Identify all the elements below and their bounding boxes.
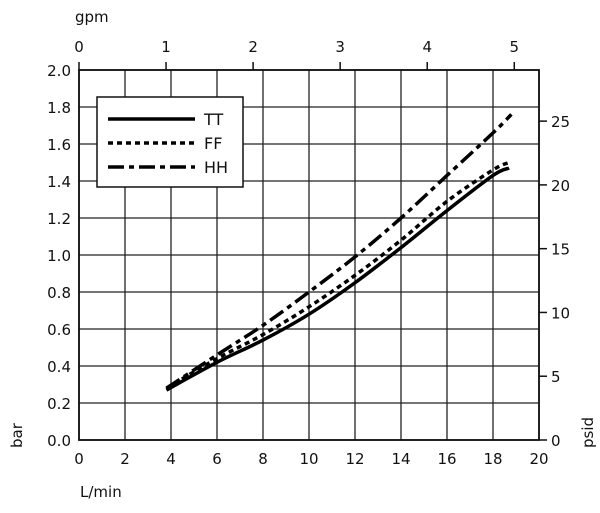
x2-tick-label: 1 (161, 38, 171, 56)
grid (78, 62, 547, 441)
y2-tick-label: 0 (551, 432, 561, 450)
series-lines (165, 113, 513, 392)
y-tick-label: 1.0 (47, 247, 71, 265)
series-line-tt (165, 166, 510, 392)
x-tick-label: 10 (299, 450, 318, 468)
x-tick-label: 20 (529, 450, 548, 468)
y-tick-label: 1.2 (47, 210, 71, 228)
y-tick-label: 1.4 (47, 173, 71, 191)
legend-label: FF (204, 134, 222, 153)
x-tick-label: 0 (74, 450, 84, 468)
x2-tick-label: 3 (335, 38, 345, 56)
y2-tick-label: 15 (551, 241, 570, 259)
x2-tick-label: 5 (510, 38, 520, 56)
y2-tick-label: 10 (551, 304, 570, 322)
series-line-hh (165, 113, 513, 390)
y2-tick-label: 20 (551, 177, 570, 195)
x-tick-label: 6 (212, 450, 222, 468)
y-tick-label: 0.2 (47, 395, 71, 413)
y-tick-label: 0.6 (47, 321, 71, 339)
series-line-ff (165, 160, 510, 390)
x-tick-label: 12 (345, 450, 364, 468)
y-tick-label: 2.0 (47, 62, 71, 80)
legend: TT FF HH (96, 96, 244, 188)
x-tick-label: 14 (391, 450, 410, 468)
tick-labels: 0 2 4 6 8 10 12 14 16 18 200.00.20.40.60.81.01.21.… (47, 38, 570, 468)
y-tick-label: 0.8 (47, 284, 71, 302)
y-tick-label: 1.6 (47, 136, 71, 154)
x-tick-label: 4 (166, 450, 176, 468)
x-tick-label: 2 (120, 450, 130, 468)
x-axis-label: L/min (80, 483, 122, 501)
y-axis-label: bar (8, 422, 26, 448)
y-tick-label: 0.4 (47, 358, 71, 376)
x-tick-label: 16 (437, 450, 456, 468)
x-tick-label: 8 (258, 450, 268, 468)
x2-tick-label: 0 (74, 38, 84, 56)
legend-label: TT (203, 110, 223, 129)
y2-axis-label: psid (579, 417, 597, 448)
x2-axis-label: gpm (75, 8, 109, 26)
plot-frame (78, 69, 540, 441)
y-tick-label: 1.8 (47, 99, 71, 117)
x-tick-label: 18 (483, 450, 502, 468)
y2-tick-label: 5 (551, 368, 561, 386)
y2-tick-label: 25 (551, 113, 570, 131)
legend-label: HH (204, 158, 228, 177)
y-tick-label: 0.0 (47, 432, 71, 450)
x2-tick-label: 4 (422, 38, 432, 56)
x2-tick-label: 2 (248, 38, 258, 56)
